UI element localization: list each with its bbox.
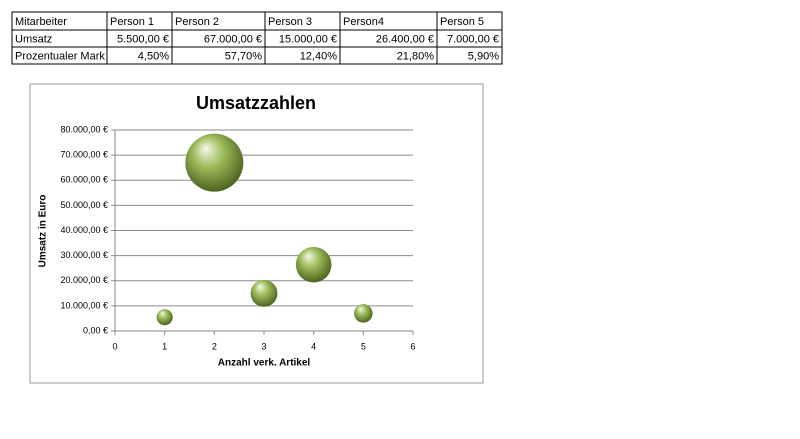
y-tick-label: 80.000,00 € [60,124,108,134]
cell-text: 5,90% [468,50,499,62]
cell-text: 67.000,00 € [204,33,262,45]
chart-frame [29,83,484,384]
x-tick-label: 2 [212,341,217,351]
bubble [185,133,244,192]
cell-text: 7.000,00 € [447,33,499,45]
y-axis-label: Umsatz in Euro [38,195,49,268]
x-tick-label: 6 [410,341,415,351]
cell-text: 26.400,00 € [376,33,434,45]
bubble [156,309,173,326]
cell-text: 4,50% [138,50,169,62]
cell-text: 15.000,00 € [279,33,337,45]
y-tick-label: 50.000,00 € [60,200,108,210]
cell-text: Mitarbeiter [15,16,67,28]
x-tick-label: 4 [311,341,316,351]
cell-text: Person 1 [110,16,154,28]
y-tick-label: 0,00 € [83,325,108,335]
y-tick-label: 40.000,00 € [60,225,108,235]
chart-title: Umsatzzahlen [196,93,316,113]
cell-text: Prozentualer Mark [15,50,105,62]
y-tick-label: 30.000,00 € [60,250,108,260]
bubble [295,246,332,283]
x-tick-label: 0 [112,341,117,351]
y-tick-label: 10.000,00 € [60,300,108,310]
cell-text: Umsatz [15,33,52,45]
x-axis-label: Anzahl verk. Artikel [218,358,311,369]
x-tick-label: 5 [361,341,366,351]
x-tick-label: 3 [261,341,266,351]
x-tick-label: 1 [162,341,167,351]
cell-text: 57,70% [225,50,263,62]
y-tick-label: 20.000,00 € [60,275,108,285]
cell [436,46,503,65]
bubble [354,304,373,323]
y-tick-label: 60.000,00 € [60,175,108,185]
cell-text: 21,80% [397,50,435,62]
cell-text: 12,40% [300,50,338,62]
y-tick-label: 70.000,00 € [60,150,108,160]
cell-text: Person 5 [440,16,484,28]
cell-text: Person 2 [175,16,219,28]
cell-text: Person4 [343,16,384,28]
bubble [250,279,278,307]
cell-text: 5.500,00 € [117,33,169,45]
cell-text: Person 3 [268,16,312,28]
